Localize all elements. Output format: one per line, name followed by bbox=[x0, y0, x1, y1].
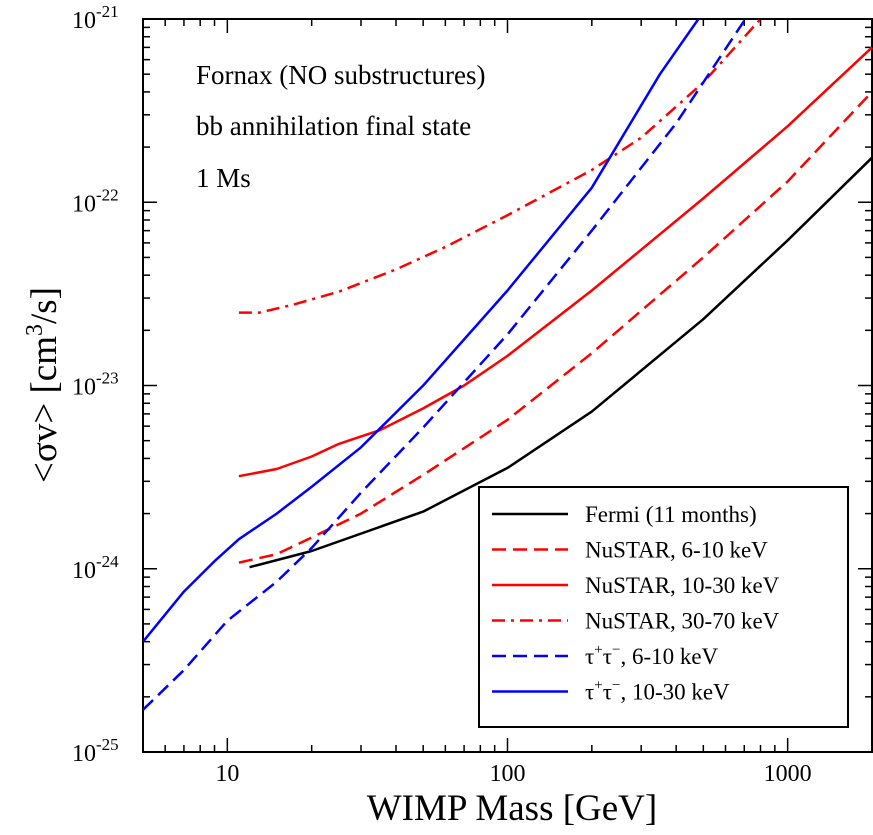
y-tick-label: 10-22 bbox=[72, 185, 119, 217]
x-tick-label: 100 bbox=[490, 761, 526, 787]
y-tick-label: 10-21 bbox=[72, 2, 119, 34]
x-tick-labels: 10 100 1000 bbox=[215, 761, 811, 787]
y-axis-label-post: /s] bbox=[24, 287, 65, 324]
x-tick-label: 10 bbox=[215, 761, 239, 787]
x-axis-label: WIMP Mass [GeV] bbox=[367, 788, 657, 829]
series-line-4 bbox=[143, 19, 746, 711]
legend-label-5: τ+τ−, 10-30 keV bbox=[585, 678, 730, 705]
x-tick-label: 1000 bbox=[764, 761, 812, 787]
series-line-5 bbox=[143, 19, 700, 643]
axis-ticks bbox=[142, 18, 873, 753]
series-group bbox=[143, 19, 873, 711]
annotations: Fornax (NO substructures) bb annihilatio… bbox=[196, 60, 485, 193]
y-axis-label-pre: <σv> [cm bbox=[24, 336, 65, 483]
annotation-target: Fornax (NO substructures) bbox=[196, 60, 485, 90]
legend-box bbox=[478, 486, 849, 728]
y-tick-labels: 10-25 10-24 10-23 10-22 10-21 bbox=[72, 2, 119, 767]
annotation-final-state: bb annihilation final state bbox=[196, 111, 471, 141]
y-tick-label: 10-23 bbox=[72, 369, 119, 401]
y-tick-label: 10-24 bbox=[72, 552, 119, 584]
legend: Fermi (11 months) NuSTAR, 6-10 keV NuSTAR,… bbox=[478, 486, 849, 728]
legend-label-2: NuSTAR, 10-30 keV bbox=[585, 573, 780, 598]
y-axis-label: <σv> [cm3/s] bbox=[22, 287, 65, 483]
legend-label-3: NuSTAR, 30-70 keV bbox=[585, 609, 780, 634]
y-tick-label: 10-25 bbox=[72, 735, 119, 767]
series-line-1 bbox=[238, 91, 873, 564]
y-axis-label-sup: 3 bbox=[22, 324, 48, 336]
series-line-0 bbox=[249, 156, 873, 569]
series-line-2 bbox=[238, 46, 873, 478]
legend-label-1: NuSTAR, 6-10 keV bbox=[585, 538, 768, 563]
legend-label-4: τ+τ−, 6-10 keV bbox=[585, 642, 719, 669]
annotation-exposure: 1 Ms bbox=[196, 163, 251, 193]
legend-label-0: Fermi (11 months) bbox=[585, 502, 757, 527]
